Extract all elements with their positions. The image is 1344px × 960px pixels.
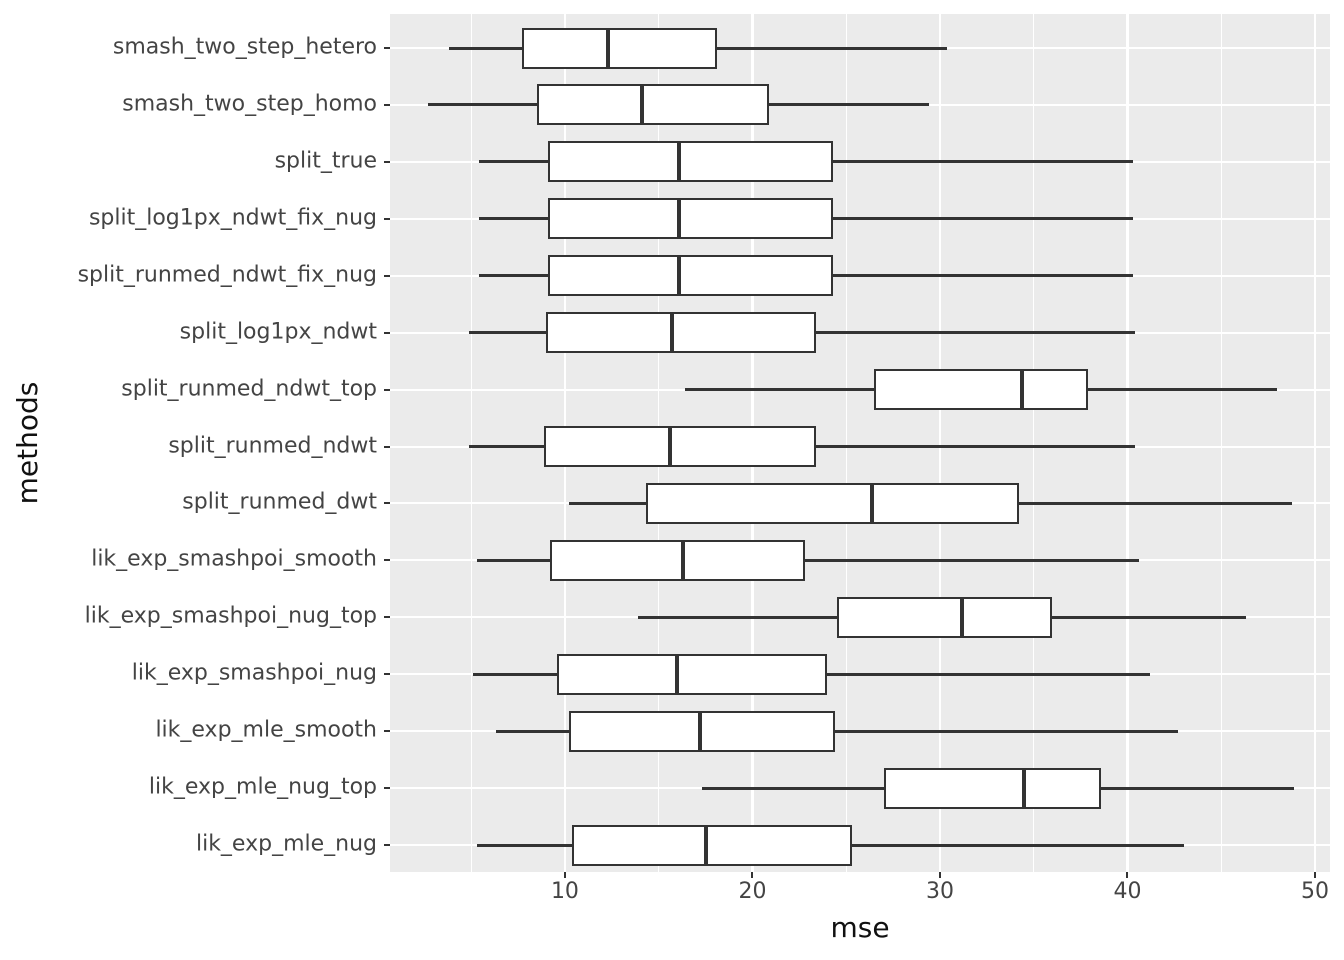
x-gridline-minor xyxy=(1220,14,1222,872)
x-gridline-major xyxy=(1126,14,1129,872)
y-axis-tick-label: split_true xyxy=(274,148,377,174)
median-line xyxy=(681,539,686,581)
y-axis-tick-label: split_runmed_ndwt_fix_nug xyxy=(77,262,377,288)
box xyxy=(548,198,834,240)
median-line xyxy=(677,198,682,240)
box xyxy=(548,255,834,297)
y-tick-mark xyxy=(384,616,390,619)
x-axis-tick-label: 50 xyxy=(1300,879,1329,904)
box xyxy=(549,539,805,581)
y-tick-mark xyxy=(384,502,390,505)
median-line xyxy=(669,312,674,354)
y-tick-mark xyxy=(384,730,390,733)
median-line xyxy=(703,824,708,866)
median-line xyxy=(675,653,680,695)
median-line xyxy=(639,84,644,126)
median-line xyxy=(1020,369,1025,411)
y-tick-mark xyxy=(384,844,390,846)
box xyxy=(874,369,1089,411)
median-line xyxy=(606,27,611,69)
x-gridline-minor xyxy=(470,14,472,872)
y-axis-tick-label: lik_exp_smashpoi_smooth xyxy=(91,546,377,572)
y-tick-mark xyxy=(384,274,390,277)
x-tick-mark xyxy=(563,872,566,878)
x-tick-mark xyxy=(1313,872,1316,878)
x-tick-mark xyxy=(751,872,754,878)
whisker-line xyxy=(495,729,1179,733)
y-axis-tick-label: lik_exp_smashpoi_nug_top xyxy=(84,603,377,629)
whisker-line xyxy=(476,558,1139,562)
box xyxy=(883,767,1102,809)
y-axis-tick-label: split_runmed_ndwt_top xyxy=(121,376,377,402)
y-axis-labels: smash_two_step_hetero smash_two_step_homo… xyxy=(0,14,390,872)
y-axis-tick-label: lik_exp_mle_nug_top xyxy=(148,774,377,800)
median-line xyxy=(1022,767,1027,809)
x-gridline-major xyxy=(938,14,942,872)
box xyxy=(548,141,834,183)
x-axis-tick-label: 20 xyxy=(738,879,767,904)
x-gridline-minor xyxy=(845,14,847,872)
y-axis-tick-label: split_runmed_dwt xyxy=(182,489,377,515)
y-axis-tick-label: smash_two_step_hetero xyxy=(112,34,377,60)
y-axis-tick-label: smash_two_step_homo xyxy=(122,91,377,117)
y-tick-mark xyxy=(384,388,390,391)
y-tick-mark xyxy=(384,787,390,790)
y-axis-tick-label: split_runmed_ndwt xyxy=(168,433,377,459)
box xyxy=(536,84,770,126)
x-axis-tick-label: 10 xyxy=(550,879,579,904)
y-tick-mark xyxy=(384,559,390,562)
y-axis-tick-label: split_log1px_ndwt xyxy=(179,319,377,345)
y-tick-mark xyxy=(384,445,390,448)
x-axis-tick-label: 40 xyxy=(1113,879,1142,904)
y-axis-tick-label: lik_exp_mle_nug xyxy=(195,831,377,857)
median-line xyxy=(870,482,875,524)
median-line xyxy=(667,426,672,467)
median-line xyxy=(677,255,682,297)
y-axis-tick-label: split_log1px_ndwt_fix_nug xyxy=(88,205,377,231)
box xyxy=(645,482,1019,524)
x-axis-tick-label: 30 xyxy=(925,879,954,904)
y-tick-mark xyxy=(384,47,390,49)
x-tick-mark xyxy=(938,872,941,878)
median-line xyxy=(960,596,965,638)
y-axis-tick-label: lik_exp_smashpoi_nug xyxy=(131,660,377,686)
median-line xyxy=(677,141,682,183)
plot-panel xyxy=(390,14,1330,872)
y-tick-mark xyxy=(384,331,390,334)
y-tick-mark xyxy=(384,103,390,106)
box xyxy=(572,824,852,866)
box xyxy=(836,596,1053,638)
y-axis-tick-label: lik_exp_mle_smooth xyxy=(155,717,377,743)
x-tick-mark xyxy=(1126,872,1129,878)
x-gridline-major xyxy=(1313,14,1317,872)
box xyxy=(546,312,817,354)
x-gridline-minor xyxy=(1033,14,1035,872)
box xyxy=(521,27,717,69)
median-line xyxy=(697,710,702,752)
x-axis-title: mse xyxy=(830,911,890,944)
y-tick-mark xyxy=(384,160,390,163)
y-tick-mark xyxy=(384,673,390,676)
box xyxy=(557,653,828,695)
box xyxy=(544,426,817,467)
y-tick-mark xyxy=(384,217,390,220)
